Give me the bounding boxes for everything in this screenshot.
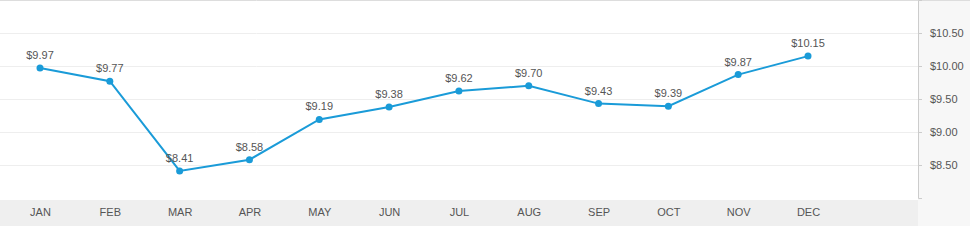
grid xyxy=(0,34,918,166)
point[interactable] xyxy=(386,103,393,110)
data-label: $9.97 xyxy=(26,49,54,61)
data-label: $9.38 xyxy=(375,88,403,100)
x-tick-label: SEP xyxy=(588,206,610,218)
y-tick-mark xyxy=(918,66,922,67)
y-tick: $10.50 xyxy=(918,27,964,39)
x-tick-label: JAN xyxy=(30,206,51,218)
y-tick-label: $10.50 xyxy=(930,27,964,39)
point[interactable] xyxy=(455,88,462,95)
point[interactable] xyxy=(805,53,812,60)
data-label: $9.62 xyxy=(445,72,473,84)
point[interactable] xyxy=(735,71,742,78)
x-tick: JAN xyxy=(30,206,51,218)
grid-line xyxy=(0,99,918,100)
point[interactable] xyxy=(37,64,44,71)
x-tick-label: AUG xyxy=(517,206,541,218)
point[interactable] xyxy=(525,82,532,89)
grid-line xyxy=(0,66,918,67)
grid-line xyxy=(0,132,918,133)
point[interactable] xyxy=(595,100,602,107)
y-tick-mark xyxy=(918,99,922,100)
y-panel xyxy=(918,0,970,226)
x-tick-label: APR xyxy=(239,206,262,218)
y-axis: $8.50 $9.00 $9.50 $10.00 $10.50 xyxy=(918,1,964,199)
x-tick: JUN xyxy=(379,206,400,218)
data-label: $9.77 xyxy=(96,62,124,74)
point[interactable] xyxy=(246,156,253,163)
point[interactable] xyxy=(176,167,183,174)
chart: $8.50 $9.00 $9.50 $10.00 $10.50 JAN FEB MAR APR M… xyxy=(0,0,970,226)
x-tick-label: FEB xyxy=(100,206,121,218)
top-border xyxy=(0,0,970,1)
x-tick: NOV xyxy=(727,206,752,218)
y-tick-mark xyxy=(918,132,922,133)
y-tick: $10.00 xyxy=(918,60,964,72)
data-label: $9.39 xyxy=(655,87,683,99)
data-label: $9.19 xyxy=(306,100,334,112)
data-label: $10.15 xyxy=(791,37,825,49)
y-tick-label: $10.00 xyxy=(930,60,964,72)
x-tick: OCT xyxy=(657,206,681,218)
data-label: $9.70 xyxy=(515,67,543,79)
y-tick-mark xyxy=(918,33,922,34)
x-tick: MAY xyxy=(308,206,332,218)
x-band xyxy=(0,200,918,226)
data-label: $8.58 xyxy=(236,141,264,153)
x-tick: APR xyxy=(239,206,262,218)
point[interactable] xyxy=(316,116,323,123)
x-tick-label: OCT xyxy=(657,206,681,218)
data-label: $9.43 xyxy=(585,85,613,97)
x-tick-label: NOV xyxy=(727,206,752,218)
y-tick-label: $8.50 xyxy=(930,159,958,171)
x-axis: JAN FEB MAR APR MAY JUN JUL AUG SEP OCT NOV DEC xyxy=(30,206,820,218)
y-tick-label: $9.50 xyxy=(930,93,958,105)
y-tick: $9.00 xyxy=(918,126,958,138)
y-tick: $9.50 xyxy=(918,93,958,105)
data-label: $8.41 xyxy=(166,152,194,164)
x-tick: FEB xyxy=(100,206,121,218)
x-tick-label: MAY xyxy=(308,206,332,218)
point[interactable] xyxy=(106,78,113,85)
data-label: $9.87 xyxy=(724,56,752,68)
x-tick-label: JUL xyxy=(450,206,470,218)
grid-line xyxy=(0,33,918,34)
y-tick-label: $9.00 xyxy=(930,126,958,138)
line xyxy=(40,56,808,171)
grid-line xyxy=(0,165,918,166)
plot-area xyxy=(37,53,812,175)
x-tick-label: DEC xyxy=(797,206,820,218)
point[interactable] xyxy=(665,103,672,110)
y-axis-line xyxy=(919,1,923,199)
y-tick-mark xyxy=(918,165,922,166)
x-tick-label: JUN xyxy=(379,206,400,218)
x-tick-label: MAR xyxy=(168,206,193,218)
x-tick: JUL xyxy=(450,206,470,218)
x-tick: DEC xyxy=(797,206,820,218)
x-tick: MAR xyxy=(168,206,193,218)
x-tick: SEP xyxy=(588,206,610,218)
data-labels: $9.97 $9.77 $8.41 $8.58 $9.19 $9.38 $9.62 $9.70… xyxy=(26,37,825,164)
x-tick: AUG xyxy=(517,206,541,218)
y-tick: $8.50 xyxy=(918,159,958,171)
